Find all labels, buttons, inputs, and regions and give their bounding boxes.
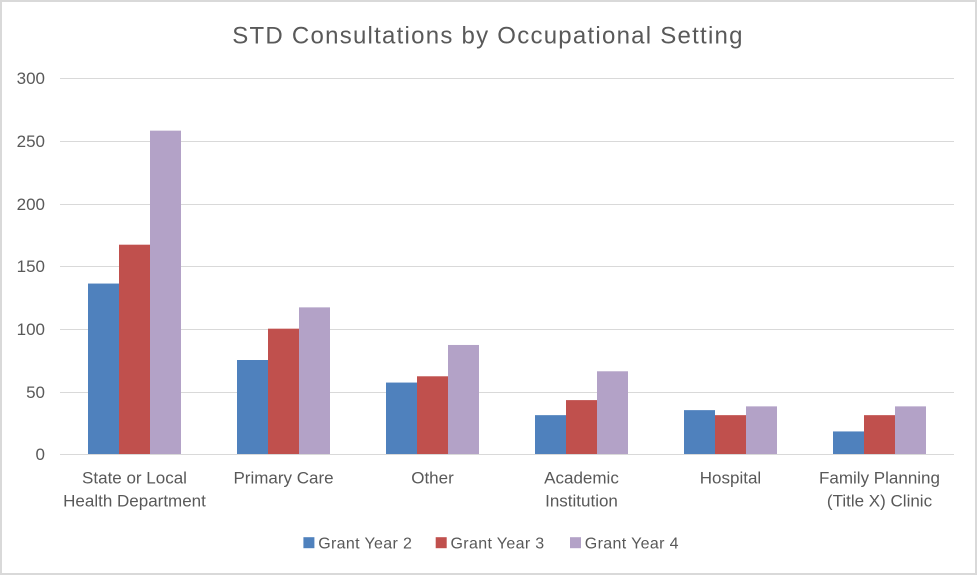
svg-text:(Title X) Clinic: (Title X) Clinic: [827, 492, 933, 511]
svg-text:0: 0: [36, 445, 45, 464]
svg-text:Grant Year 3: Grant Year 3: [451, 535, 545, 552]
svg-text:250: 250: [17, 132, 45, 151]
svg-text:150: 150: [17, 257, 45, 276]
svg-text:Grant Year 4: Grant Year 4: [585, 535, 679, 552]
svg-text:STD Consultations by Occupatio: STD Consultations by Occupational Settin…: [232, 23, 744, 50]
svg-text:200: 200: [17, 195, 45, 214]
svg-text:Family Planning: Family Planning: [819, 469, 940, 488]
svg-text:300: 300: [17, 69, 45, 88]
svg-text:Other: Other: [411, 469, 454, 488]
svg-text:100: 100: [17, 320, 45, 339]
svg-text:Academic: Academic: [544, 469, 619, 488]
svg-text:Primary Care: Primary Care: [233, 469, 333, 488]
svg-text:Institution: Institution: [545, 492, 618, 511]
svg-text:50: 50: [26, 383, 45, 402]
svg-text:Grant Year 2: Grant Year 2: [318, 535, 412, 552]
svg-text:Health Department: Health Department: [63, 492, 206, 511]
svg-text:Hospital: Hospital: [700, 469, 761, 488]
svg-text:State or Local: State or Local: [82, 469, 187, 488]
